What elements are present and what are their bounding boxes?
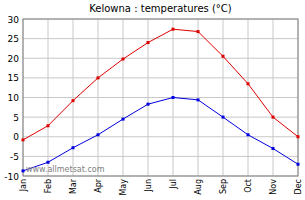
y-tick-label: 10 — [8, 93, 20, 103]
grid-line — [23, 97, 298, 98]
x-tick-label: Dec — [294, 179, 303, 194]
grid-line — [23, 58, 298, 59]
point — [222, 116, 225, 119]
x-tick-label: Jul — [169, 179, 178, 190]
series-group — [22, 28, 300, 173]
y-tick-label: 30 — [8, 15, 20, 25]
x-tick-label: Oct — [244, 179, 253, 193]
x-tick-label: Aug — [194, 179, 203, 195]
grid-line-x — [273, 19, 274, 176]
x-tick-label: Jun — [144, 179, 153, 193]
series-line — [23, 98, 298, 171]
point — [22, 169, 25, 172]
plot-frame — [23, 19, 298, 176]
grid-line — [23, 117, 298, 118]
point — [122, 58, 125, 61]
grid-line-x — [198, 19, 199, 176]
grid-line-x — [223, 19, 224, 176]
grid-line-x — [173, 19, 174, 176]
series-line — [23, 29, 298, 140]
point — [247, 82, 250, 85]
point — [222, 55, 225, 58]
y-tick-label: -5 — [10, 152, 19, 162]
point — [197, 98, 200, 101]
x-tick-label: Nov — [269, 179, 278, 195]
watermark: www.allmetsat.com — [26, 165, 105, 174]
point — [197, 30, 200, 33]
point — [22, 138, 25, 141]
point — [97, 133, 100, 136]
grid-line — [23, 156, 298, 157]
point — [97, 76, 100, 79]
point — [172, 28, 175, 31]
point — [147, 41, 150, 44]
x-tick-label: Apr — [94, 178, 103, 193]
y-tick-label: 25 — [8, 34, 19, 44]
point — [297, 135, 300, 138]
plot-area — [23, 19, 298, 176]
y-tick-label: 15 — [8, 73, 19, 83]
grid-line-x — [148, 19, 149, 176]
point — [47, 161, 50, 164]
point — [147, 103, 150, 106]
grid-line-x — [48, 19, 49, 176]
point — [122, 118, 125, 121]
x-tick-label: May — [119, 179, 128, 196]
grid-line — [23, 38, 298, 39]
x-tick-label: Mar — [69, 178, 78, 194]
point — [247, 133, 250, 136]
grid-line-x — [73, 19, 74, 176]
point — [72, 146, 75, 149]
y-tick-label: 20 — [8, 54, 20, 64]
point — [272, 116, 275, 119]
y-tick-label: 5 — [13, 113, 19, 123]
title: Kelowna : temperatures (°C) — [89, 3, 232, 14]
point — [272, 147, 275, 150]
x-tick-label: Sep — [219, 179, 228, 194]
y-tick-label: 0 — [13, 132, 19, 142]
chart: -10 -5 0 5 10 15 20 25 30 Jan Feb Mar Apr May Jun Jul Au… — [0, 0, 305, 200]
grid-line-x — [248, 19, 249, 176]
y-tick-label: -10 — [4, 172, 19, 182]
point — [47, 124, 50, 127]
x-tick-label: Feb — [44, 179, 53, 193]
point — [297, 163, 300, 166]
x-tick-label: Jan — [19, 179, 28, 192]
grid-line — [23, 77, 298, 78]
grid-line-x — [98, 19, 99, 176]
point — [72, 99, 75, 102]
grid-line — [23, 136, 298, 137]
point — [172, 96, 175, 99]
grid-line-x — [123, 19, 124, 176]
